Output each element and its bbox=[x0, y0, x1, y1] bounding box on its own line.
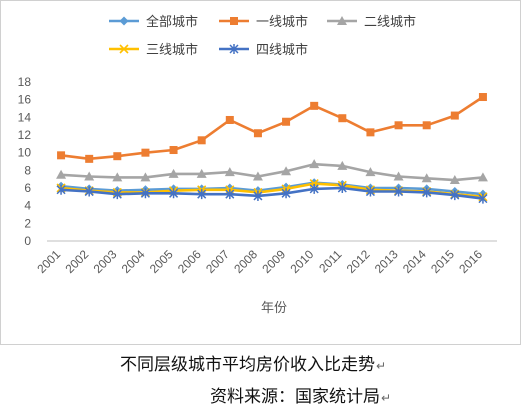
y-tick-label: 6 bbox=[24, 181, 31, 195]
series-2-point bbox=[225, 115, 234, 124]
series-5-point bbox=[169, 188, 179, 199]
series-5-point bbox=[84, 186, 94, 197]
series-3-point bbox=[196, 168, 207, 178]
series-5-point bbox=[140, 188, 150, 199]
series-5-point bbox=[394, 186, 404, 197]
series-3-point bbox=[168, 168, 179, 178]
series-2-point bbox=[253, 129, 262, 138]
y-tick-label: 0 bbox=[24, 234, 31, 248]
series-2-point bbox=[422, 121, 431, 130]
caption-title-text: 不同层级城市平均房价收入比走势 bbox=[120, 355, 375, 375]
series-3-point bbox=[421, 173, 432, 183]
series-line-3 bbox=[61, 162, 484, 182]
series-2-point bbox=[57, 151, 66, 160]
series-2-point bbox=[366, 128, 375, 137]
series-5-point bbox=[112, 189, 122, 200]
x-tick-label: 2014 bbox=[400, 247, 429, 276]
x-tick-label: 2013 bbox=[372, 247, 401, 276]
x-tick-label: 2010 bbox=[288, 247, 317, 276]
legend-marker bbox=[230, 17, 238, 25]
y-tick-label: 2 bbox=[24, 216, 31, 230]
series-5-point bbox=[309, 183, 319, 194]
x-tick-label: 2009 bbox=[259, 247, 288, 276]
legend-label: 二线城市 bbox=[364, 14, 416, 30]
series-3-point bbox=[224, 167, 235, 177]
series-5-point bbox=[197, 189, 207, 200]
series-2-point bbox=[85, 154, 94, 163]
x-tick-label: 2005 bbox=[147, 247, 176, 276]
x-tick-label: 2007 bbox=[203, 247, 232, 276]
legend-marker bbox=[337, 16, 347, 25]
x-tick-label: 2015 bbox=[428, 247, 457, 276]
x-tick-label: 2002 bbox=[63, 247, 92, 276]
legend-label: 一线城市 bbox=[256, 14, 308, 30]
series-2-point bbox=[113, 152, 122, 161]
series-line-2 bbox=[60, 95, 484, 161]
series-3-point bbox=[252, 171, 263, 181]
series-3-point bbox=[140, 172, 151, 182]
series-3-point bbox=[337, 160, 348, 170]
y-tick-label: 18 bbox=[18, 75, 32, 89]
return-mark: ↵ bbox=[381, 391, 392, 405]
x-tick-label: 2008 bbox=[231, 247, 260, 276]
y-tick-label: 16 bbox=[18, 93, 32, 107]
series-3-point bbox=[112, 172, 123, 182]
legend-marker bbox=[119, 44, 129, 54]
series-line-1 bbox=[60, 181, 484, 196]
series-5-point bbox=[478, 193, 488, 204]
series-2-point bbox=[450, 111, 459, 120]
series-5-point bbox=[253, 190, 263, 201]
series-5-point bbox=[56, 184, 66, 195]
series-5-point bbox=[281, 188, 291, 199]
x-axis-title: 年份 bbox=[261, 301, 287, 316]
chart-caption-title: 不同层级城市平均房价收入比走势↵ bbox=[120, 350, 386, 375]
legend-label: 三线城市 bbox=[146, 42, 198, 58]
x-tick-label: 2004 bbox=[119, 247, 148, 276]
x-tick-label: 2001 bbox=[34, 247, 63, 276]
series-line-5 bbox=[61, 186, 484, 200]
y-tick-label: 4 bbox=[24, 199, 31, 213]
series-2-point bbox=[169, 146, 178, 155]
series-5-point bbox=[337, 183, 347, 193]
series-2-point bbox=[478, 93, 487, 102]
series-3-point bbox=[393, 171, 404, 181]
series-3-point bbox=[281, 166, 292, 176]
series-3-point bbox=[449, 175, 460, 185]
x-tick-label: 2016 bbox=[456, 247, 485, 276]
y-tick-label: 8 bbox=[24, 163, 31, 177]
y-tick-label: 10 bbox=[18, 146, 32, 160]
x-tick-label: 2003 bbox=[91, 247, 120, 276]
series-5-point bbox=[365, 186, 375, 197]
series-5-point bbox=[422, 187, 432, 198]
series-3-point bbox=[84, 171, 95, 181]
series-2-point bbox=[394, 121, 403, 130]
legend-label: 四线城市 bbox=[256, 42, 308, 58]
series-2-point bbox=[197, 136, 206, 145]
chart-frame: 0 2 4 6 8 10 12 14 16 18 2001 2002 2003 2004 2005 2006 2… bbox=[0, 0, 521, 345]
series-2-point bbox=[141, 148, 150, 157]
series-5-point bbox=[225, 189, 235, 200]
legend-marker bbox=[229, 44, 239, 54]
series-2-point bbox=[310, 101, 319, 110]
series-3-point bbox=[365, 167, 376, 177]
y-tick-label: 14 bbox=[18, 110, 32, 124]
x-tick-label: 2011 bbox=[316, 247, 344, 275]
x-tick-label: 2012 bbox=[344, 247, 373, 276]
x-tick-label: 2006 bbox=[175, 247, 204, 276]
return-mark: ↵ bbox=[376, 359, 387, 373]
legend-marker bbox=[119, 16, 129, 26]
chart-caption-source: 资料来源：国家统计局↵ bbox=[210, 382, 391, 407]
caption-source-text: 资料来源：国家统计局 bbox=[210, 387, 380, 407]
series-2-point bbox=[338, 114, 347, 123]
series-3-point bbox=[56, 169, 67, 179]
y-tick-label: 12 bbox=[18, 128, 32, 142]
legend-label: 全部城市 bbox=[146, 14, 198, 30]
series-5-point bbox=[450, 190, 460, 201]
series-2-point bbox=[282, 117, 291, 126]
series-3-point bbox=[477, 172, 488, 182]
series-3-point bbox=[309, 159, 320, 169]
